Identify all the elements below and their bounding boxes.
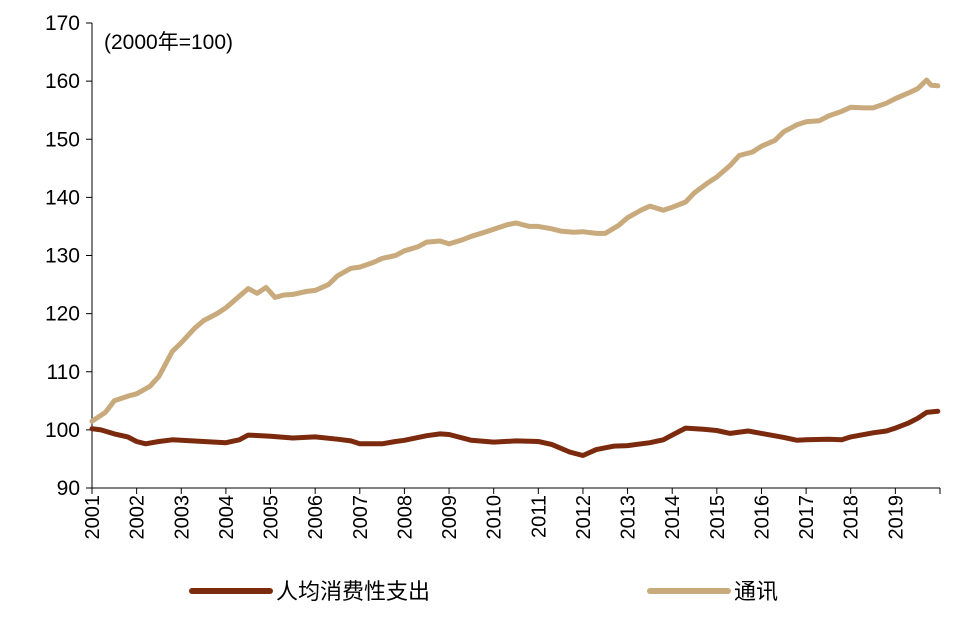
- y-tick-label: 160: [45, 70, 80, 93]
- y-tick-label: 120: [45, 303, 80, 326]
- series-line-0: [89, 408, 941, 458]
- x-tick-label: 2019: [885, 495, 907, 540]
- y-tick-label: 170: [45, 12, 80, 35]
- y-tick-label: 90: [57, 477, 80, 500]
- x-tick-label: 2004: [216, 495, 238, 540]
- y-tick-label: 150: [45, 128, 80, 151]
- x-tick-label: 2003: [171, 495, 193, 540]
- x-tick-label: 2018: [841, 495, 863, 540]
- legend-label-1: 通讯: [734, 579, 778, 604]
- x-tick-label: 2002: [127, 495, 149, 540]
- x-tick-label: 2011: [528, 495, 550, 538]
- legend-label-0: 人均消费性支出: [276, 579, 430, 604]
- x-tick-label: 2007: [350, 495, 372, 540]
- x-tick-label: 2013: [618, 495, 640, 540]
- x-tick-label: 2005: [261, 495, 283, 540]
- x-tick-label: 2008: [394, 495, 416, 540]
- axes: 90 100 110 120 130 140 150 160 170 2001 2002 2003 20…: [45, 12, 941, 540]
- x-tick-label: 2001: [82, 495, 104, 540]
- x-tick-label: 2010: [484, 495, 506, 540]
- series-line-1: [89, 77, 941, 424]
- y-tick-label: 110: [47, 361, 80, 384]
- y-tick-label: 130: [45, 245, 80, 268]
- x-tick-label: 2015: [707, 495, 729, 540]
- chart-annotation: (2000年=100): [104, 31, 233, 54]
- y-tick-label: 100: [45, 419, 80, 442]
- series-layer: [89, 77, 941, 458]
- x-tick-label: 2017: [796, 495, 818, 540]
- x-tick-label: 2009: [439, 495, 461, 540]
- x-tick-label: 2016: [751, 495, 773, 540]
- y-tick-label: 140: [45, 186, 80, 209]
- x-tick-label: 2006: [305, 495, 327, 540]
- x-tick-label: 2012: [573, 495, 595, 540]
- x-tick-label: 2014: [662, 495, 684, 540]
- legend: 人均消费性支出 通讯: [189, 579, 778, 604]
